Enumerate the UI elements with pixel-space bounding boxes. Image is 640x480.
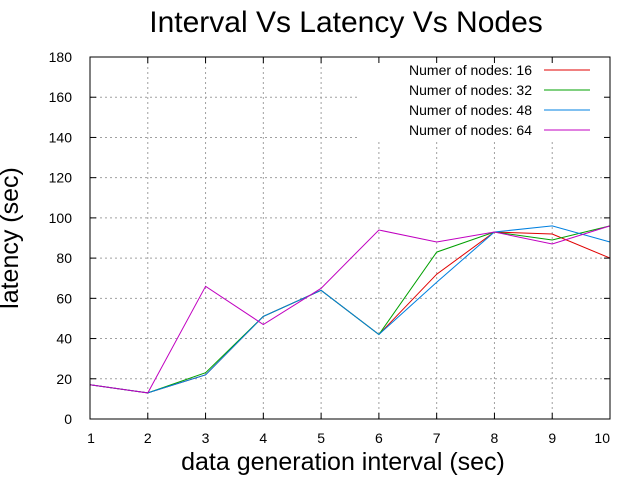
- x-tick-label: 8: [491, 430, 499, 446]
- legend-label-4: Numer of nodes: 64: [409, 122, 532, 138]
- y-tick-label: 100: [49, 210, 73, 226]
- y-tick-label: 60: [56, 290, 72, 306]
- plot-frame: [89, 56, 611, 420]
- y-tick-label: 180: [49, 49, 73, 65]
- x-axis-label: data generation interval (sec): [181, 448, 505, 476]
- legend-background: [360, 58, 608, 140]
- x-tick-label: 1: [87, 430, 95, 446]
- series-line-3: [89, 225, 611, 394]
- y-tick-label: 20: [56, 371, 72, 387]
- series-line-4: [89, 225, 611, 394]
- legend-label-1: Numer of nodes: 16: [409, 62, 532, 78]
- legend: Numer of nodes: 16 Numer of nodes: 32 Nume…: [360, 58, 608, 140]
- y-tick-label: 160: [49, 89, 73, 105]
- chart-title: Interval Vs Latency Vs Nodes: [149, 6, 543, 39]
- y-tick-label: 80: [56, 250, 72, 266]
- y-axis-label: latency (sec): [0, 167, 24, 309]
- x-tick-label: 6: [375, 430, 383, 446]
- x-tick-label: 10: [594, 430, 610, 446]
- x-tick-label: 4: [259, 430, 267, 446]
- axis-ticks: 0 20 40 60 80 100 120 140 160 180 1 2 3 4 5 6 7 8 9 10: [49, 49, 611, 446]
- y-tick-label: 120: [49, 170, 73, 186]
- x-tick-label: 5: [317, 430, 325, 446]
- series-lines: [89, 225, 611, 394]
- series-line-2: [89, 225, 611, 394]
- x-tick-label: 9: [548, 430, 556, 446]
- x-tick-label: 2: [144, 430, 152, 446]
- x-tick-label: 3: [202, 430, 210, 446]
- x-tick-label: 7: [433, 430, 441, 446]
- legend-label-2: Numer of nodes: 32: [409, 82, 532, 98]
- y-tick-label: 140: [49, 129, 73, 145]
- y-tick-label: 0: [64, 411, 72, 427]
- legend-label-3: Numer of nodes: 48: [409, 102, 532, 118]
- y-tick-label: 40: [56, 331, 72, 347]
